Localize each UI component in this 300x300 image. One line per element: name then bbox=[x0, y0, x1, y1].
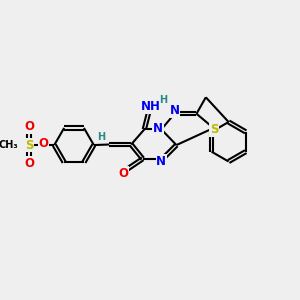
Text: O: O bbox=[38, 137, 48, 150]
Text: N: N bbox=[156, 155, 166, 168]
Text: O: O bbox=[24, 120, 34, 134]
Text: NH: NH bbox=[140, 100, 160, 113]
Text: CH₃: CH₃ bbox=[0, 140, 18, 150]
Text: S: S bbox=[210, 123, 218, 136]
Text: O: O bbox=[24, 157, 34, 170]
Text: O: O bbox=[119, 167, 129, 180]
Text: N: N bbox=[153, 122, 163, 134]
Text: H: H bbox=[97, 132, 105, 142]
Text: S: S bbox=[25, 139, 33, 152]
Text: H: H bbox=[159, 95, 167, 105]
Text: N: N bbox=[169, 104, 179, 117]
